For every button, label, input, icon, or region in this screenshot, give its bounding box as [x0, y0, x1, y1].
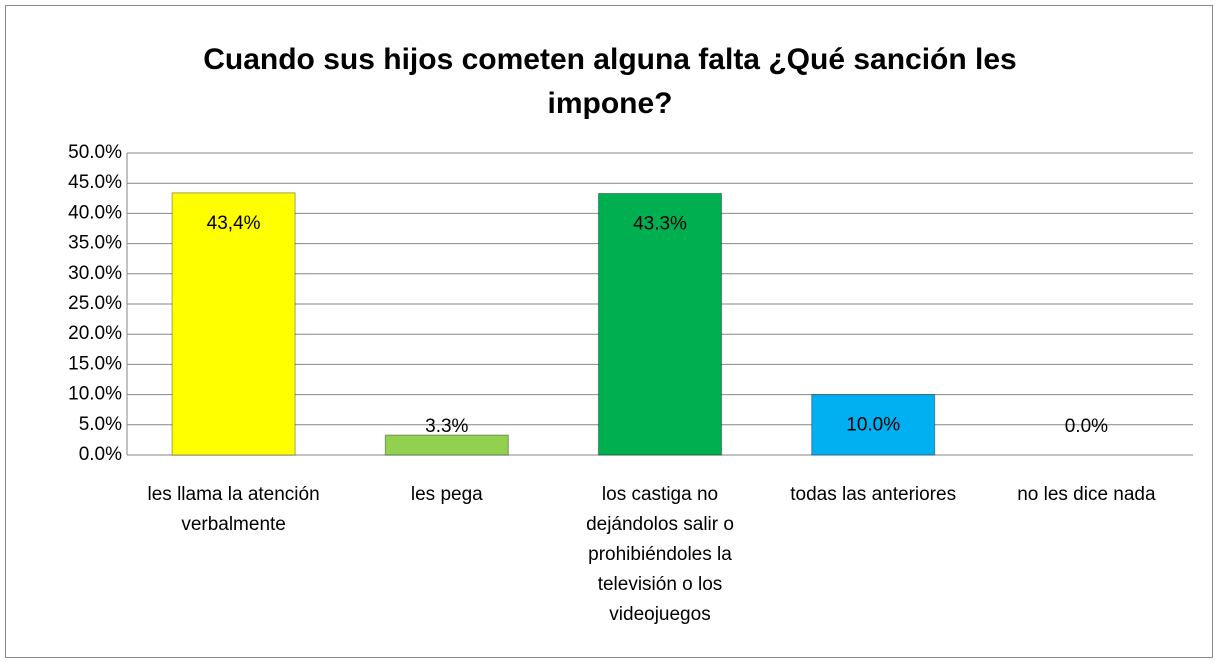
- value-label: 43,4%: [207, 213, 261, 234]
- y-tick-label: 5.0%: [79, 414, 122, 435]
- x-tick-label: les llama la atención verbalmente: [147, 484, 320, 535]
- value-label: 3.3%: [425, 416, 468, 437]
- y-tick-label: 15.0%: [68, 353, 122, 374]
- y-tick-label: 40.0%: [68, 202, 122, 223]
- chart-border: [5, 5, 1213, 658]
- value-label: 43.3%: [633, 213, 687, 234]
- y-tick-label: 0.0%: [79, 444, 122, 465]
- y-tick-label: 30.0%: [68, 263, 122, 284]
- x-tick-label: los castiga no dejándolos salir o prohib…: [586, 484, 734, 625]
- y-tick-label: 45.0%: [68, 172, 122, 193]
- bar: [811, 394, 936, 456]
- bar: [598, 192, 722, 456]
- value-label: 10.0%: [846, 415, 900, 436]
- y-tick-label: 20.0%: [68, 323, 122, 344]
- value-label: 0.0%: [1065, 416, 1108, 437]
- y-tick-label: 10.0%: [68, 384, 122, 405]
- x-tick-label: les pega: [410, 484, 483, 505]
- bar: [171, 192, 296, 456]
- y-tick-label: 35.0%: [68, 233, 122, 254]
- x-tick-label: todas las anteriores: [790, 484, 957, 505]
- y-tick-label: 50.0%: [68, 142, 122, 163]
- y-tick-label: 25.0%: [68, 293, 122, 314]
- x-tick-label: no les dice nada: [1017, 484, 1156, 505]
- chart-title: Cuando sus hijos cometen alguna falta ¿Q…: [203, 43, 1017, 120]
- bar: [384, 434, 509, 456]
